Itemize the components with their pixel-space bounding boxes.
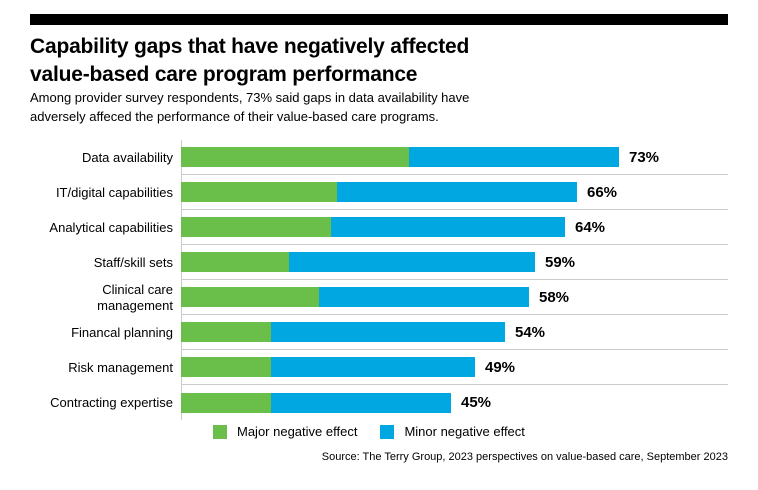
stacked-bar [181,182,577,202]
total-percentage-label: 64% [575,218,606,236]
bar-area: 64% [181,210,728,245]
bar-area: 73% [181,140,728,175]
stacked-bar [181,287,529,307]
total-percentage-label: 49% [485,358,516,376]
total-percentage-label: 66% [587,183,618,201]
legend-swatch [380,424,395,439]
major-negative-effect-segment [181,357,271,377]
chart-row: IT/digital capabilities 66% [30,175,728,210]
total-percentage-label: 59% [545,253,576,271]
minor-negative-effect-segment [319,287,529,307]
chart-subtitle-line2: adversely affeced the performance of the… [30,109,439,124]
major-negative-effect-segment [181,252,289,272]
chart-row: Financal planning 54% [30,315,728,350]
source-note: Source: The Terry Group, 2023 perspectiv… [321,451,728,463]
legend-swatch [213,424,227,439]
category-label: Data availability [81,149,173,165]
chart-title-line2: value-based care program performance [30,63,418,86]
chart-row: Risk management 49% [30,350,728,385]
category-label: Financal planning [71,324,173,340]
chart-row: Clinical care management 58% [30,280,728,315]
legend-label: Major negative effect [237,424,358,439]
total-percentage-label: 73% [629,148,660,166]
bar-area: 45% [181,385,728,420]
minor-negative-effect-segment [337,182,577,202]
category-label: IT/digital capabilities [55,184,173,200]
legend: Major negative effect Minor negative effe… [213,424,525,439]
chart-row: Analytical capabilities 64% [30,210,728,245]
major-negative-effect-segment [181,217,331,237]
stacked-bar [181,252,535,272]
minor-negative-effect-segment [271,322,505,342]
bar-area: 58% [181,280,728,315]
top-rule-bar [30,14,728,25]
chart-title-line1: Capability gaps that have negatively aff… [30,35,470,58]
minor-negative-effect-segment [271,357,475,377]
total-percentage-label: 54% [515,323,546,341]
stacked-bar-chart: Data availability 73% IT/digital capabilit… [30,140,728,420]
y-axis-line [181,140,182,420]
chart-row: Contracting expertise 45% [30,385,728,420]
minor-negative-effect-segment [331,217,565,237]
category-label: Clinical care management [97,281,173,313]
chart-row: Data availability 73% [30,140,728,175]
stacked-bar [181,217,565,237]
chart-subtitle-line1: Among provider survey respondents, 73% s… [30,90,470,105]
major-negative-effect-segment [181,287,319,307]
legend-item: Minor negative effect [380,424,525,439]
stacked-bar [181,322,505,342]
major-negative-effect-segment [181,322,271,342]
category-label: Staff/skill sets [93,254,173,270]
total-percentage-label: 45% [461,394,492,411]
minor-negative-effect-segment [271,392,451,413]
stacked-bar [181,392,451,413]
minor-negative-effect-segment [289,252,535,272]
stacked-bar [181,357,475,377]
minor-negative-effect-segment [409,147,619,167]
category-label: Risk management [68,359,173,375]
chart-subtitle: Among provider survey respondents, 73% s… [30,88,469,126]
bar-area: 54% [181,315,728,350]
stacked-bar [181,147,619,167]
legend-item: Major negative effect [213,424,357,439]
category-label: Contracting expertise [50,394,173,410]
legend-label: Minor negative effect [404,424,525,439]
chart-row: Staff/skill sets 59% [30,245,728,280]
total-percentage-label: 58% [539,288,570,306]
bar-area: 59% [181,245,728,280]
category-label: Analytical capabilities [49,219,173,235]
major-negative-effect-segment [181,182,337,202]
bar-area: 66% [181,175,728,210]
major-negative-effect-segment [181,392,271,413]
bar-area: 49% [181,350,728,385]
major-negative-effect-segment [181,147,409,167]
chart-title: Capability gaps that have negatively aff… [30,33,469,89]
